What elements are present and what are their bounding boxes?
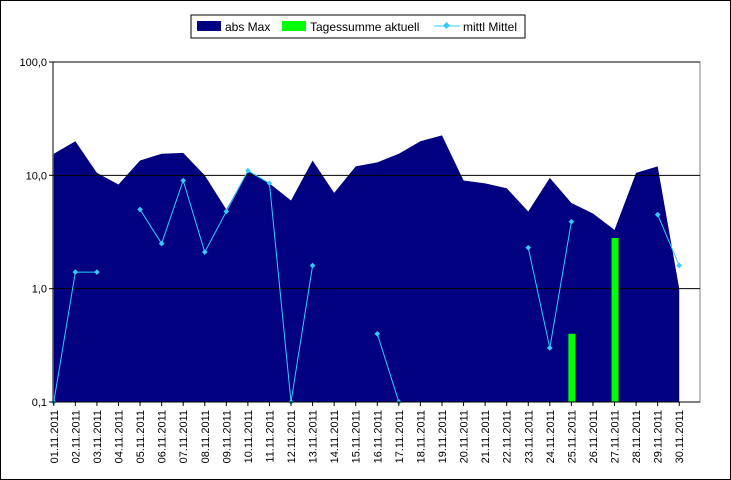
x-tick-label: 11.11.2011 (264, 410, 276, 463)
point-mittl-mittel (568, 218, 575, 225)
line-segment-mittl-mittel (527, 247, 551, 349)
x-tick-label: 22.11.2011 (502, 410, 514, 463)
line-segment-mittl-mittel (657, 214, 680, 266)
x-tick-label: 10.11.2011 (243, 410, 255, 463)
y-tick-label: 1,0 (32, 284, 47, 296)
x-tick-label: 24.11.2011 (545, 410, 557, 463)
area-abs-max (53, 135, 680, 402)
x-tick-label: 14.11.2011 (329, 410, 341, 463)
x-tick-label: 07.11.2011 (178, 410, 190, 463)
x-tick-label: 02.11.2011 (70, 410, 82, 463)
line-segment-mittl-mittel (225, 170, 249, 212)
legend-swatch-abs-max (197, 21, 221, 31)
x-tick-label: 12.11.2011 (286, 410, 298, 463)
point-mittl-mittel (72, 269, 79, 275)
x-tick-label: 05.11.2011 (135, 410, 147, 463)
legend-marker-mittl-mittel (442, 21, 451, 30)
x-tick-label: 13.11.2011 (308, 410, 320, 463)
x-tick-label: 28.11.2011 (631, 410, 643, 463)
x-tick-label: 25.11.2011 (566, 410, 578, 463)
line-segment-mittl-mittel (182, 180, 206, 253)
x-tick-label: 04.11.2011 (113, 410, 125, 463)
x-tick-label: 16.11.2011 (372, 410, 384, 463)
x-tick-label: 18.11.2011 (415, 410, 427, 463)
x-axis: 01.11.2011 02.11.2011 03.11.2011 04.11.2011… (49, 401, 700, 463)
legend: abs Max Tagessumme aktuell mittl Mittel (190, 14, 526, 39)
point-mittl-mittel (245, 167, 251, 174)
point-mittl-mittel (137, 206, 143, 213)
point-mittl-mittel (180, 177, 187, 184)
x-tick-label: 01.11.2011 (49, 410, 61, 463)
line-segment-mittl-mittel (204, 211, 227, 253)
y-tick-label: 0,1 (32, 397, 47, 409)
x-tick-label: 21.11.2011 (480, 410, 492, 463)
line-segment-mittl-mittel (268, 183, 292, 403)
bar-tagessumme (568, 333, 576, 402)
point-mittl-mittel (201, 249, 208, 255)
x-tick-label: 29.11.2011 (653, 410, 665, 463)
point-mittl-mittel (654, 211, 661, 218)
x-tick-label: 26.11.2011 (588, 410, 600, 463)
legend-label-tagessumme: Tagessumme aktuell (310, 20, 419, 34)
line-segment-mittl-mittel (161, 180, 184, 244)
y-axis: 0,1 1,0 10,0 100,0 (19, 57, 54, 409)
x-tick-label: 06.11.2011 (157, 410, 169, 463)
line-segment-mittl-mittel (53, 272, 76, 403)
x-tick-label: 17.11.2011 (394, 410, 406, 463)
y-tick-label: 100,0 (19, 57, 47, 69)
x-tick-label: 03.11.2011 (92, 410, 104, 463)
point-mittl-mittel (374, 330, 381, 337)
legend-label-abs-max: abs Max (225, 20, 270, 34)
x-tick-label: 15.11.2011 (351, 410, 363, 463)
line-segment-mittl-mittel (247, 170, 270, 184)
x-tick-label: 23.11.2011 (523, 410, 535, 463)
point-mittl-mittel (525, 244, 532, 251)
x-tick-label: 27.11.2011 (610, 410, 622, 463)
line-segment-mittl-mittel (139, 209, 163, 244)
legend-label-mittl-mittel: mittl Mittel (463, 20, 517, 34)
line-segment-mittl-mittel (290, 265, 314, 403)
point-mittl-mittel (309, 262, 316, 269)
y-tick-label: 10,0 (26, 170, 47, 182)
point-mittl-mittel (223, 208, 230, 215)
x-tick-label: 19.11.2011 (437, 410, 449, 463)
line-segment-mittl-mittel (376, 333, 400, 403)
legend-swatch-tagessumme (282, 21, 306, 31)
x-tick-label: 08.11.2011 (200, 410, 212, 463)
x-tick-label: 20.11.2011 (459, 410, 471, 463)
point-mittl-mittel (676, 262, 683, 269)
point-mittl-mittel (546, 345, 553, 351)
x-tick-label: 30.11.2011 (674, 410, 686, 463)
plot-area (50, 61, 701, 405)
bar-tagessumme (611, 237, 619, 402)
line-segment-mittl-mittel (549, 221, 572, 349)
legend-box (190, 14, 526, 39)
point-mittl-mittel (94, 269, 100, 275)
point-mittl-mittel (158, 240, 165, 247)
x-tick-label: 09.11.2011 (221, 410, 233, 463)
point-mittl-mittel (266, 180, 273, 187)
